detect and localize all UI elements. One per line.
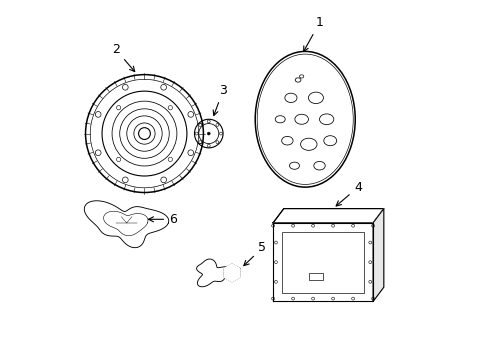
Polygon shape [372,208,383,301]
Polygon shape [84,201,168,248]
Text: 1: 1 [303,16,323,51]
Bar [308,273,323,280]
Text: 4: 4 [335,181,361,206]
Circle shape [138,128,150,139]
Text: 3: 3 [213,84,226,116]
Polygon shape [272,208,383,223]
Circle shape [207,132,210,135]
Text: 2: 2 [112,43,134,72]
Text: 5: 5 [244,241,266,266]
Polygon shape [272,223,372,301]
Bar [282,232,364,293]
Polygon shape [224,264,239,282]
Text: 6: 6 [148,213,177,226]
